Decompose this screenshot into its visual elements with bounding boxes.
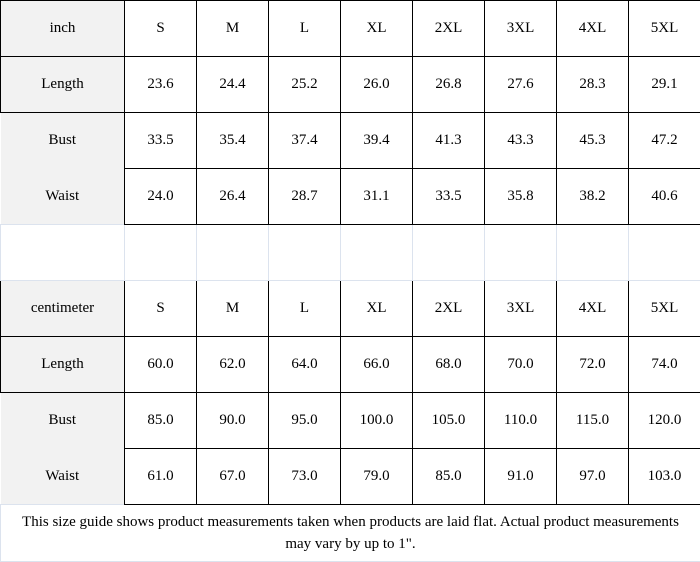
measurement-value: 100.0 <box>340 392 413 449</box>
measurement-value: 24.4 <box>196 56 269 113</box>
size-header: 2XL <box>412 280 485 337</box>
size-header: S <box>124 280 197 337</box>
measurement-value: 103.0 <box>628 448 700 505</box>
empty-cell <box>412 224 485 281</box>
measurement-value: 31.1 <box>340 168 413 225</box>
measurement-value: 60.0 <box>124 336 197 393</box>
size-header: L <box>268 0 341 57</box>
measurement-value: 27.6 <box>484 56 557 113</box>
measurement-value: 26.0 <box>340 56 413 113</box>
measurement-label: Bust <box>0 392 125 449</box>
measurement-value: 66.0 <box>340 336 413 393</box>
inch-row-length: Length 23.6 24.4 25.2 26.0 26.8 27.6 28.3 29.1 <box>0 56 700 113</box>
measurement-value: 26.4 <box>196 168 269 225</box>
measurement-value: 110.0 <box>484 392 557 449</box>
size-header: 5XL <box>628 0 700 57</box>
measurement-value: 39.4 <box>340 112 413 169</box>
size-header: M <box>196 0 269 57</box>
size-header: 2XL <box>412 0 485 57</box>
measurement-label: Length <box>0 56 125 113</box>
note-row: This size guide shows product measuremen… <box>0 504 700 562</box>
empty-cell <box>196 224 269 281</box>
size-header: 4XL <box>556 0 629 57</box>
centimeter-row-waist: Waist 61.0 67.0 73.0 79.0 85.0 91.0 97.0 103.0 <box>0 448 700 505</box>
unit-label: inch <box>0 0 125 57</box>
measurement-value: 61.0 <box>124 448 197 505</box>
inch-row-bust: Bust 33.5 35.4 37.4 39.4 41.3 43.3 45.3 47.2 <box>0 112 700 169</box>
unit-label: centimeter <box>0 280 125 337</box>
empty-cell <box>268 224 341 281</box>
measurement-value: 40.6 <box>628 168 700 225</box>
measurement-value: 35.4 <box>196 112 269 169</box>
measurement-value: 64.0 <box>268 336 341 393</box>
measurement-value: 47.2 <box>628 112 700 169</box>
centimeter-header-row: centimeter S M L XL 2XL 3XL 4XL 5XL <box>0 280 700 337</box>
size-header: XL <box>340 280 413 337</box>
inch-row-waist: Waist 24.0 26.4 28.7 31.1 33.5 35.8 38.2 40.6 <box>0 168 700 225</box>
size-header: 4XL <box>556 280 629 337</box>
measurement-value: 70.0 <box>484 336 557 393</box>
measurement-value: 62.0 <box>196 336 269 393</box>
measurement-value: 28.3 <box>556 56 629 113</box>
inch-header-row: inch S M L XL 2XL 3XL 4XL 5XL <box>0 0 700 57</box>
measurement-label: Bust <box>0 112 125 169</box>
measurement-value: 85.0 <box>412 448 485 505</box>
measurement-value: 33.5 <box>412 168 485 225</box>
measurement-label: Waist <box>0 168 125 225</box>
measurement-value: 25.2 <box>268 56 341 113</box>
measurement-value: 28.7 <box>268 168 341 225</box>
measurement-value: 72.0 <box>556 336 629 393</box>
empty-cell <box>628 224 700 281</box>
measurement-value: 73.0 <box>268 448 341 505</box>
size-header: L <box>268 280 341 337</box>
measurement-label: Length <box>0 336 125 393</box>
measurement-label: Waist <box>0 448 125 505</box>
measurement-value: 38.2 <box>556 168 629 225</box>
measurement-value: 41.3 <box>412 112 485 169</box>
measurement-value: 43.3 <box>484 112 557 169</box>
measurement-value: 67.0 <box>196 448 269 505</box>
measurement-value: 37.4 <box>268 112 341 169</box>
measurement-value: 79.0 <box>340 448 413 505</box>
measurement-value: 68.0 <box>412 336 485 393</box>
size-header: XL <box>340 0 413 57</box>
empty-cell <box>0 224 125 281</box>
measurement-value: 90.0 <box>196 392 269 449</box>
measurement-value: 33.5 <box>124 112 197 169</box>
empty-cell <box>124 224 197 281</box>
measurement-value: 24.0 <box>124 168 197 225</box>
empty-cell <box>484 224 557 281</box>
size-header: 5XL <box>628 280 700 337</box>
measurement-value: 115.0 <box>556 392 629 449</box>
size-header: 3XL <box>484 0 557 57</box>
centimeter-row-length: Length 60.0 62.0 64.0 66.0 68.0 70.0 72.0 74.0 <box>0 336 700 393</box>
measurement-value: 91.0 <box>484 448 557 505</box>
measurement-value: 29.1 <box>628 56 700 113</box>
size-header: 3XL <box>484 280 557 337</box>
measurement-value: 85.0 <box>124 392 197 449</box>
measurement-value: 74.0 <box>628 336 700 393</box>
size-header: M <box>196 280 269 337</box>
size-guide-note: This size guide shows product measuremen… <box>0 504 700 562</box>
measurement-value: 35.8 <box>484 168 557 225</box>
measurement-value: 95.0 <box>268 392 341 449</box>
spacer-row <box>0 224 700 281</box>
measurement-value: 26.8 <box>412 56 485 113</box>
measurement-value: 120.0 <box>628 392 700 449</box>
measurement-value: 105.0 <box>412 392 485 449</box>
size-header: S <box>124 0 197 57</box>
measurement-value: 45.3 <box>556 112 629 169</box>
measurement-value: 97.0 <box>556 448 629 505</box>
centimeter-row-bust: Bust 85.0 90.0 95.0 100.0 105.0 110.0 115.0 120.… <box>0 392 700 449</box>
measurement-value: 23.6 <box>124 56 197 113</box>
empty-cell <box>340 224 413 281</box>
empty-cell <box>556 224 629 281</box>
